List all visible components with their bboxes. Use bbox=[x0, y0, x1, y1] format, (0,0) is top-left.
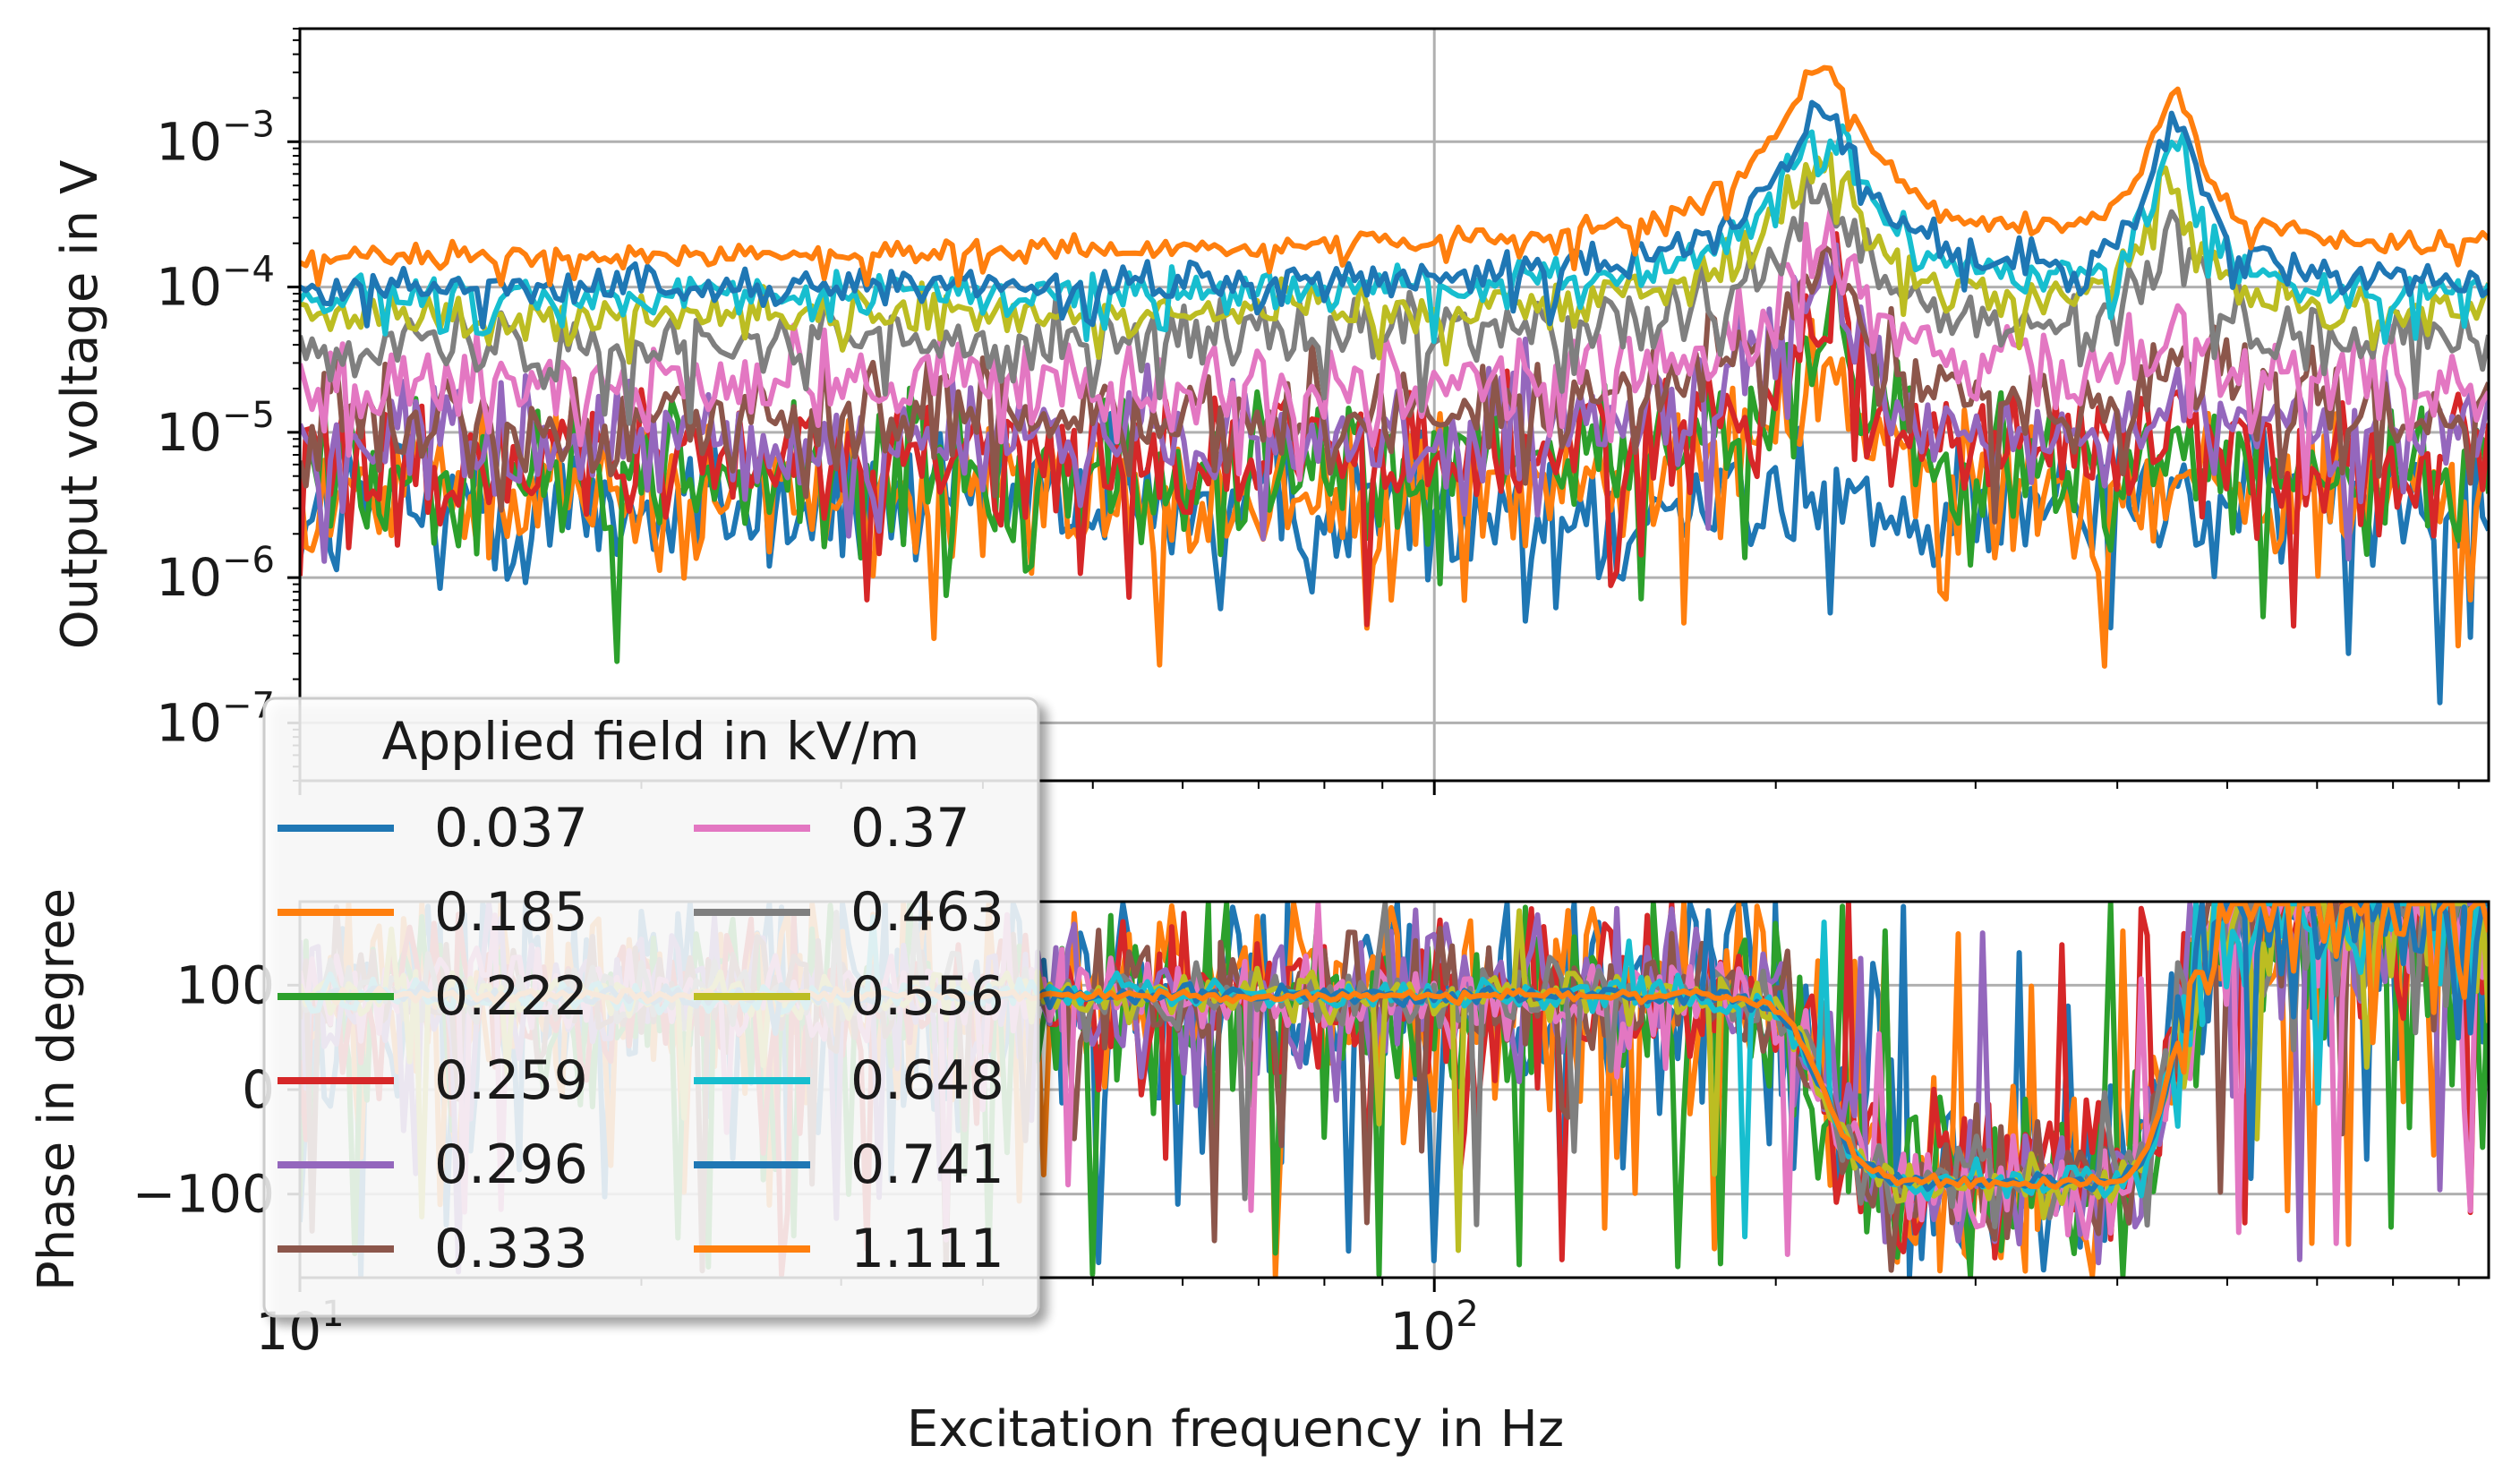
legend-entry-0.037: 0.037 bbox=[278, 797, 588, 860]
legend-label: 0.333 bbox=[434, 1218, 588, 1280]
magnitude-panel: 10−3 10−4 10−5 10−6 10−7 Output voltage in V bbox=[51, 27, 2490, 783]
legend-label: 1.111 bbox=[850, 1218, 1004, 1280]
legend-entry-0.185: 0.185 bbox=[278, 881, 588, 944]
magnitude-y-axis-label: Output voltage in V bbox=[51, 160, 109, 650]
magnitude-plot-frame bbox=[298, 27, 2490, 783]
legend-entries: 0.037 0.185 0.222 0.259 0.296 0.333 0.37 0.463 0… bbox=[278, 797, 1004, 1280]
legend-label: 0.741 bbox=[850, 1134, 1004, 1196]
magnitude-line-0.741 bbox=[300, 99, 2489, 330]
legend-entry-0.37: 0.37 bbox=[694, 797, 970, 860]
legend-label: 0.556 bbox=[850, 965, 1004, 1028]
x-axis-label: Excitation frequency in Hz bbox=[907, 1400, 1564, 1459]
legend-entry-0.648: 0.648 bbox=[694, 1049, 1004, 1112]
legend-label: 0.185 bbox=[434, 881, 588, 944]
phase-ytick-label-0: 100 bbox=[175, 954, 275, 1015]
magnitude-ytick-label-4: 10−7 bbox=[156, 685, 275, 753]
legend-label: 0.648 bbox=[850, 1049, 1004, 1112]
magnitude-ytick-label-0: 10−3 bbox=[156, 104, 275, 172]
magnitude-line-1.111 bbox=[300, 64, 2489, 288]
legend-entry-0.333: 0.333 bbox=[278, 1218, 588, 1280]
xtick-label-1: 102 bbox=[1390, 1294, 1479, 1362]
magnitude-ytick-label-2: 10−5 bbox=[156, 395, 275, 463]
magnitude-line-0.333 bbox=[300, 244, 2489, 525]
phase-ytick-label-2: −100 bbox=[132, 1164, 275, 1225]
legend-box bbox=[262, 697, 1040, 1318]
legend-title: Applied field in kV/m bbox=[382, 711, 920, 772]
legend-entry-0.296: 0.296 bbox=[278, 1134, 588, 1196]
magnitude-series-group bbox=[300, 64, 2489, 706]
legend-label: 0.296 bbox=[434, 1134, 588, 1196]
magnitude-ytick-label-1: 10−4 bbox=[156, 250, 275, 318]
legend-entry-1.111: 1.111 bbox=[694, 1218, 1004, 1280]
magnitude-ytick-label-3: 10−6 bbox=[156, 540, 275, 608]
magnitude-line-0.259 bbox=[300, 231, 2489, 629]
phase-y-axis-label: Phase in degree bbox=[28, 888, 86, 1291]
legend-entry-0.259: 0.259 bbox=[278, 1049, 588, 1112]
legend-label: 0.222 bbox=[434, 965, 588, 1028]
legend-entry-0.222: 0.222 bbox=[278, 965, 588, 1028]
legend-entry-0.463: 0.463 bbox=[694, 881, 1004, 944]
legend: Applied field in kV/m 0.037 0.185 0.222 0.2… bbox=[262, 697, 1040, 1318]
magnitude-y-ticks: 10−3 10−4 10−5 10−6 10−7 bbox=[156, 28, 300, 782]
legend-label: 0.037 bbox=[434, 797, 588, 860]
legend-label: 0.463 bbox=[850, 881, 1004, 944]
legend-entry-0.556: 0.556 bbox=[694, 965, 1004, 1028]
legend-label: 0.37 bbox=[850, 797, 970, 860]
magnitude-line-0.37 bbox=[300, 208, 2489, 496]
legend-label: 0.259 bbox=[434, 1049, 588, 1112]
legend-entry-0.741: 0.741 bbox=[694, 1134, 1004, 1196]
